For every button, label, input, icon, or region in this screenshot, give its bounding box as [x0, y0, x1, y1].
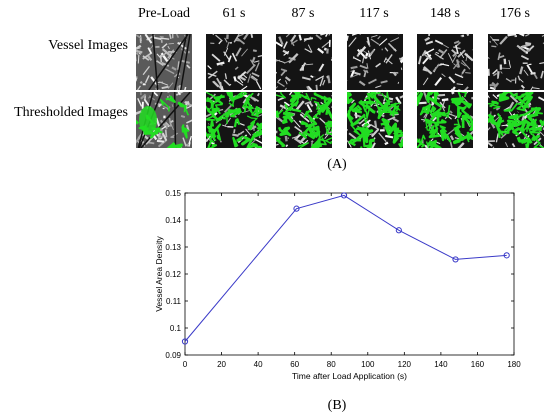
- row-label-vessel-images: Vessel Images: [48, 38, 128, 53]
- thresholded-image-87-s: [276, 92, 332, 148]
- data-point: [293, 205, 300, 212]
- vessel-image-117-s: [347, 34, 403, 90]
- vessel-image-pre-load: [136, 34, 192, 90]
- data-point: [395, 227, 402, 234]
- row-label-thresholded-images: Thresholded Images: [14, 105, 128, 120]
- y-tick-label: 0.14: [165, 216, 181, 225]
- data-point: [452, 256, 459, 263]
- column-header-176s: 176 s: [500, 6, 530, 21]
- x-tick-label: 100: [361, 360, 375, 369]
- x-tick-label: 20: [217, 360, 226, 369]
- column-header-117s: 117 s: [359, 6, 389, 21]
- x-tick-label: 80: [327, 360, 336, 369]
- column-header-87s: 87 s: [291, 6, 315, 21]
- y-tick-label: 0.09: [165, 351, 181, 360]
- vessel-image-148-s: [417, 34, 473, 90]
- y-tick-label: 0.15: [165, 189, 181, 198]
- plot-frame: [184, 192, 515, 356]
- x-tick-label: 160: [471, 360, 485, 369]
- vessel-image-87-s: [276, 34, 332, 90]
- series-line: [184, 194, 507, 342]
- y-axis-label: Vessel Area Density: [154, 235, 164, 311]
- column-header-pre-load: Pre-Load: [137, 6, 191, 21]
- thresholded-image-176-s: [488, 92, 544, 148]
- y-tick-label: 0.12: [165, 270, 181, 279]
- x-tick-label: 40: [254, 360, 263, 369]
- data-point: [503, 252, 510, 259]
- x-tick-label: 0: [183, 360, 188, 369]
- column-header-148s: 148 s: [430, 6, 460, 21]
- data-point: [181, 338, 189, 345]
- x-tick-label: 140: [434, 360, 448, 369]
- panel-label-a: (A): [327, 157, 347, 172]
- thresholded-image-pre-load: [136, 92, 192, 148]
- column-header-61s: 61 s: [222, 6, 246, 21]
- vessel-image-61-s: [206, 34, 262, 90]
- x-tick-label: 60: [290, 360, 299, 369]
- y-tick-label: 0.11: [166, 297, 182, 306]
- x-axis-label: Time after Load Application (s): [292, 371, 407, 381]
- thresholded-image-148-s: [417, 92, 473, 148]
- x-tick-label: 180: [507, 360, 521, 369]
- data-point: [340, 192, 348, 199]
- vessel-image-176-s: [488, 34, 544, 90]
- x-tick-label: 120: [398, 360, 412, 369]
- thresholded-image-61-s: [206, 92, 262, 148]
- panel-label-b: (B): [327, 398, 347, 413]
- y-tick-label: 0.1: [170, 324, 182, 333]
- thresholded-image-117-s: [347, 92, 403, 148]
- y-tick-label: 0.13: [165, 243, 181, 252]
